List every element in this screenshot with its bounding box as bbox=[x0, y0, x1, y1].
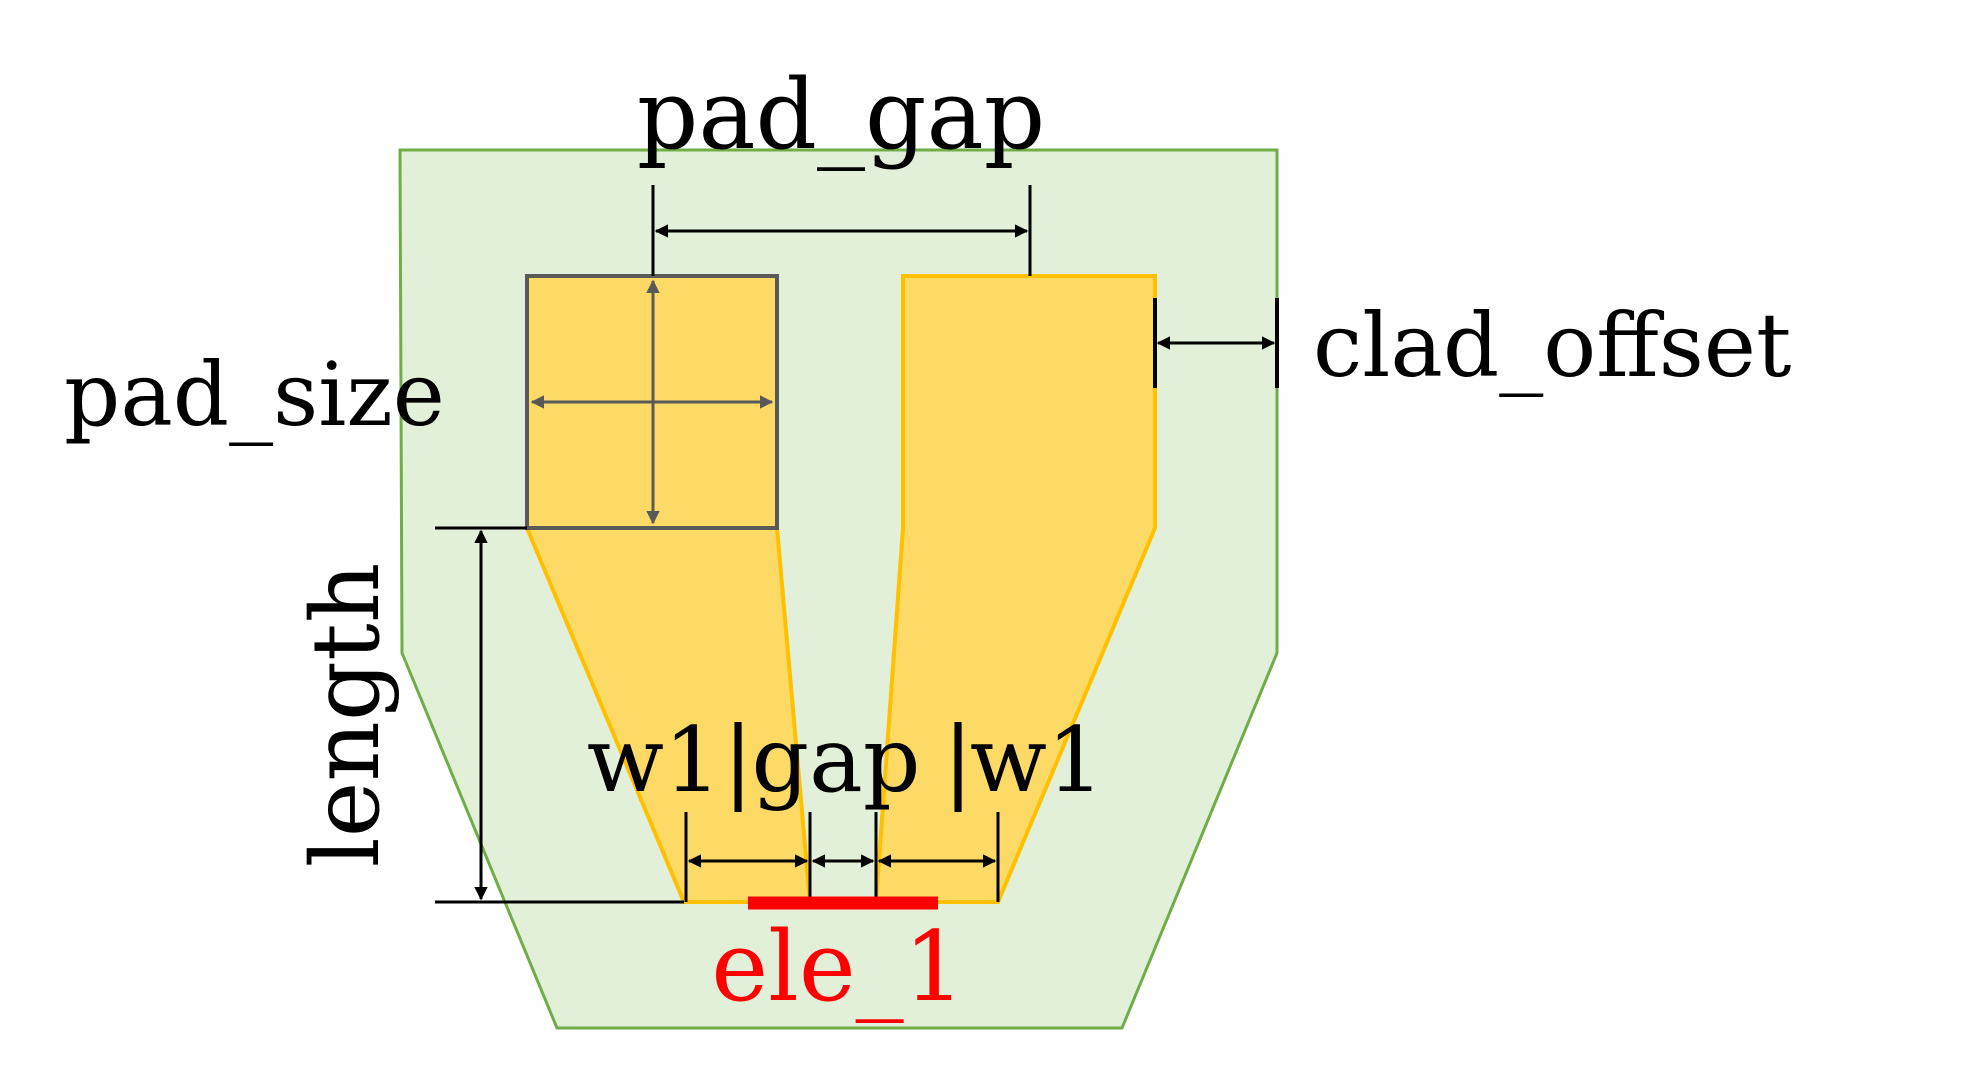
w1-right-label: w1 bbox=[970, 708, 1104, 813]
ele-1-label: ele_1 bbox=[711, 911, 964, 1023]
clad-offset-label: clad_offset bbox=[1313, 294, 1791, 397]
separator-right: | bbox=[943, 708, 973, 813]
gap-label: gap bbox=[752, 708, 921, 813]
w1-left-label: w1 bbox=[587, 708, 721, 813]
separator-left: | bbox=[723, 708, 753, 813]
pad-gap-label: pad_gap bbox=[637, 59, 1045, 171]
length-label: length bbox=[292, 563, 401, 868]
pad-size-label: pad_size bbox=[64, 343, 445, 446]
